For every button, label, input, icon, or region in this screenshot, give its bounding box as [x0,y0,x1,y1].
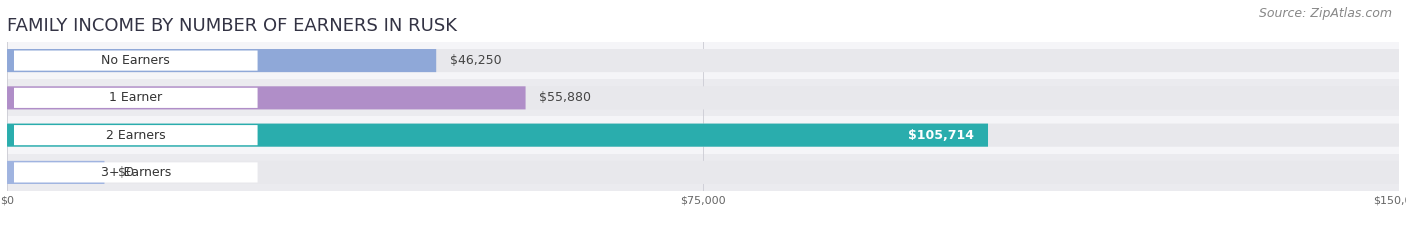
Bar [7,79,1399,116]
Text: 2 Earners: 2 Earners [105,129,166,142]
FancyBboxPatch shape [14,162,257,182]
Text: $0: $0 [118,166,135,179]
FancyBboxPatch shape [7,86,526,110]
FancyBboxPatch shape [7,123,1399,147]
Text: $55,880: $55,880 [540,91,592,104]
Text: FAMILY INCOME BY NUMBER OF EARNERS IN RUSK: FAMILY INCOME BY NUMBER OF EARNERS IN RU… [7,17,457,35]
FancyBboxPatch shape [14,51,257,71]
FancyBboxPatch shape [7,49,436,72]
Text: $46,250: $46,250 [450,54,502,67]
FancyBboxPatch shape [14,88,257,108]
Text: 1 Earner: 1 Earner [110,91,162,104]
Text: No Earners: No Earners [101,54,170,67]
Bar [7,154,1399,191]
FancyBboxPatch shape [7,86,1399,110]
FancyBboxPatch shape [7,49,1399,72]
Bar [7,116,1399,154]
FancyBboxPatch shape [7,161,1399,184]
FancyBboxPatch shape [14,125,257,145]
FancyBboxPatch shape [7,123,988,147]
Text: Source: ZipAtlas.com: Source: ZipAtlas.com [1258,7,1392,20]
Bar [7,42,1399,79]
FancyBboxPatch shape [7,161,104,184]
Text: $105,714: $105,714 [908,129,974,142]
Text: 3+ Earners: 3+ Earners [101,166,172,179]
